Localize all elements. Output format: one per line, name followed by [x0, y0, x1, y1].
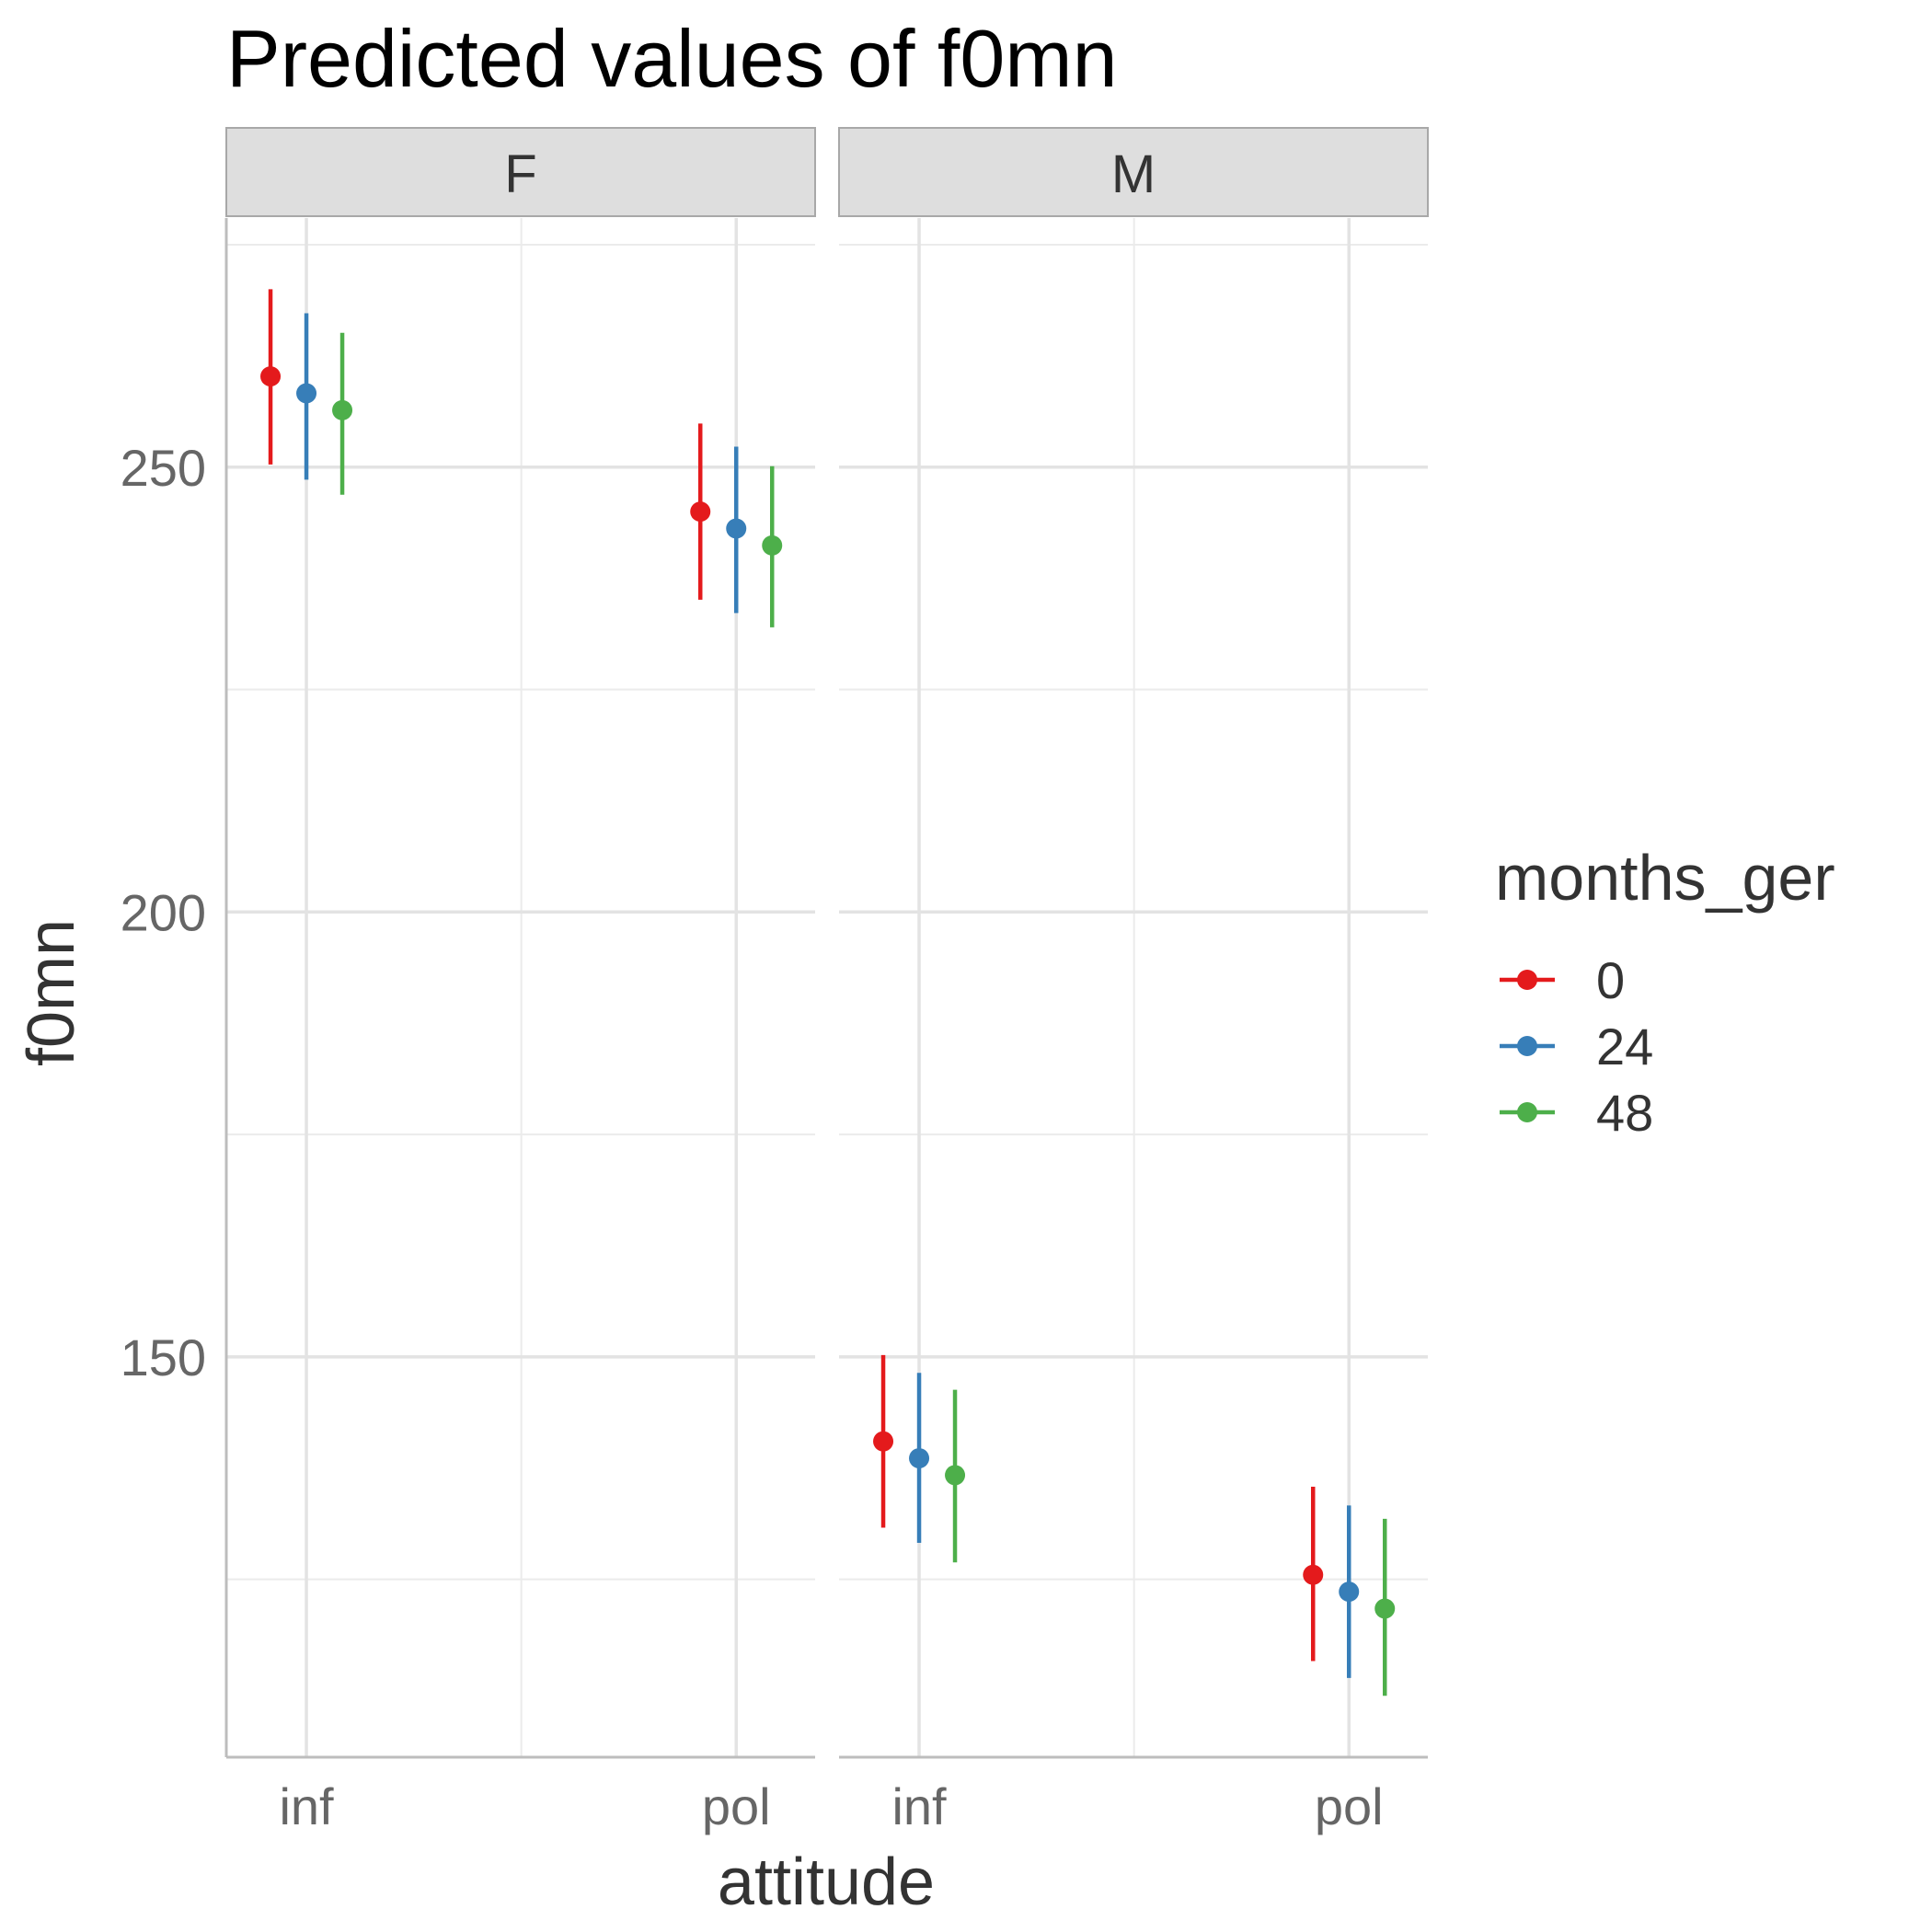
- data-point: [762, 535, 783, 556]
- data-point: [909, 1448, 930, 1469]
- legend-item: 24: [1500, 1018, 1653, 1075]
- y-tick-label: 200: [121, 883, 206, 941]
- x-axis-title: attitude: [718, 1846, 935, 1919]
- facet-strip: [838, 127, 1429, 217]
- y-tick-label: 150: [121, 1328, 206, 1386]
- data-point: [873, 1431, 894, 1452]
- legend-item: 0: [1500, 951, 1625, 1009]
- legend: months_ger 0 24 48: [1495, 842, 1835, 1142]
- x-tick-label: pol: [702, 1777, 771, 1835]
- y-axis-title: f0mn: [15, 919, 88, 1066]
- data-point: [945, 1465, 966, 1486]
- data-point: [1374, 1598, 1396, 1619]
- y-tick-label: 250: [121, 439, 206, 497]
- legend-title: months_ger: [1495, 842, 1835, 914]
- data-point: [332, 399, 353, 420]
- legend-label: 48: [1596, 1084, 1653, 1142]
- legend-item: 48: [1500, 1084, 1653, 1142]
- x-tick-label: inf: [891, 1777, 947, 1835]
- data-point: [296, 383, 317, 404]
- data-point: [690, 501, 711, 523]
- legend-key-point: [1517, 1102, 1537, 1122]
- x-tick-label: pol: [1315, 1777, 1384, 1835]
- data-point: [260, 366, 282, 387]
- legend-key-point: [1517, 970, 1537, 990]
- facet-strip-label: M: [1111, 144, 1156, 204]
- data-point: [1303, 1564, 1324, 1585]
- legend-key-point: [1517, 1036, 1537, 1056]
- facet-panel-f: F 150 200 250 inf pol: [121, 127, 816, 1835]
- facet-strip-label: F: [504, 144, 536, 204]
- chart-title: Predicted values of f0mn: [226, 13, 1118, 104]
- legend-label: 0: [1596, 951, 1625, 1009]
- x-tick-label: inf: [279, 1777, 334, 1835]
- data-point: [726, 518, 747, 539]
- data-point: [1339, 1581, 1360, 1603]
- legend-label: 24: [1596, 1018, 1653, 1075]
- facet-strip: [225, 127, 816, 217]
